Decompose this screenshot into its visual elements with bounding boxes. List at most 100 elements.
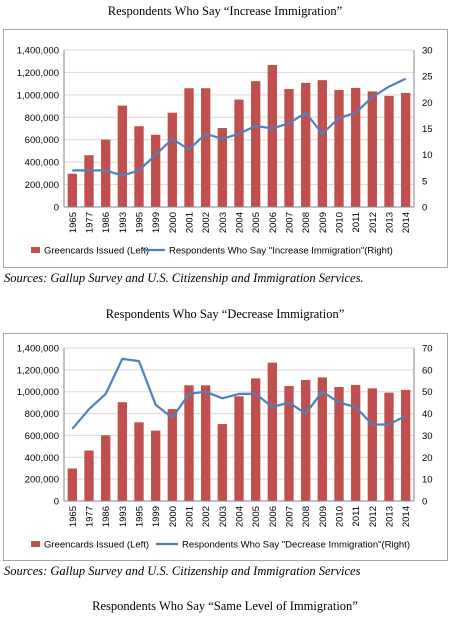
chart2-category-label: 2010 bbox=[335, 506, 346, 527]
chart1-left-tick-label: 0 bbox=[54, 203, 59, 214]
chart1-bar bbox=[351, 87, 361, 207]
chart1-right-tick-label: 25 bbox=[422, 72, 433, 83]
chart2-bar bbox=[84, 450, 94, 501]
chart1-bar bbox=[401, 92, 411, 207]
chart1-category-label: 1965 bbox=[68, 212, 79, 233]
chart1-bar bbox=[151, 134, 161, 207]
chart2-right-tick-label: 40 bbox=[422, 409, 433, 420]
chart2-bar bbox=[134, 422, 144, 501]
chart2-bar bbox=[201, 385, 211, 501]
chart1-title: Respondents Who Say “Increase Immigratio… bbox=[107, 4, 343, 18]
chart1-bar bbox=[84, 155, 94, 207]
chart2-legend-line-label: Respondents Who Say "Decrease Immigratio… bbox=[182, 540, 410, 551]
chart2-left-tick-label: 0 bbox=[54, 497, 59, 508]
chart1-right-tick-label: 0 bbox=[422, 203, 427, 214]
chart1-category-label: 2014 bbox=[401, 212, 412, 233]
chart2-category-label: 1965 bbox=[68, 506, 79, 527]
chart1-bar bbox=[134, 126, 144, 207]
chart1-panel: 0 200,000 400,000 600,000 800,000 1,000,000 1,… bbox=[3, 29, 448, 268]
chart1-bar bbox=[234, 99, 244, 207]
chart1-category-label: 2013 bbox=[385, 212, 396, 233]
chart3-title: Respondents Who Say “Same Level of Immig… bbox=[92, 599, 358, 613]
chart2-bar bbox=[367, 388, 377, 501]
chart2-category-label: 2006 bbox=[268, 506, 279, 527]
chart1-category-label: 1993 bbox=[118, 212, 129, 233]
chart1-right-tick-label: 15 bbox=[422, 124, 433, 135]
chart2-panel: 0 200,000 400,000 600,000 800,000 1,000,000 1,… bbox=[3, 333, 448, 561]
chart2-bar bbox=[167, 409, 177, 501]
chart1-bar bbox=[101, 139, 111, 207]
chart2-category-label: 2009 bbox=[318, 506, 329, 527]
chart2-category-label: 1986 bbox=[101, 506, 112, 527]
chart2-bar bbox=[234, 396, 244, 501]
chart2-bar bbox=[384, 392, 394, 501]
chart1-left-tick-label: 1,200,000 bbox=[17, 68, 59, 79]
chart2-left-tick-label: 1,400,000 bbox=[17, 344, 59, 355]
chart1-category-label: 2009 bbox=[318, 212, 329, 233]
chart1-category-label: 2006 bbox=[268, 212, 279, 233]
chart1-right-tick-label: 5 bbox=[422, 176, 427, 187]
chart1-category-label: 2007 bbox=[285, 212, 296, 233]
chart2-category-label: 2011 bbox=[351, 506, 362, 526]
chart2-category-label: 2007 bbox=[285, 506, 296, 527]
chart1-category-label: 2003 bbox=[218, 212, 229, 233]
chart2-bar bbox=[267, 362, 277, 501]
chart2-category-label: 1995 bbox=[135, 506, 146, 527]
chart1-category-label: 1999 bbox=[151, 212, 162, 233]
chart2-bar bbox=[401, 389, 411, 501]
chart1-source: Sources: Gallup Survey and U.S. Citizens… bbox=[4, 271, 364, 285]
chart1-right-tick-label: 10 bbox=[422, 150, 433, 161]
chart2-bar bbox=[151, 430, 161, 501]
chart1-right-tick-label: 30 bbox=[422, 46, 433, 57]
chart1-left-tick-label: 200,000 bbox=[25, 180, 59, 191]
chart1-category-label: 2000 bbox=[168, 212, 179, 233]
chart1-left-tick-label: 400,000 bbox=[25, 158, 59, 169]
chart1-bar bbox=[367, 91, 377, 207]
chart2-left-tick-label: 400,000 bbox=[25, 453, 59, 464]
chart1-legend-line-label: Respondents Who Say "Increase Immigratio… bbox=[169, 246, 393, 257]
chart2-category-label: 2001 bbox=[185, 506, 196, 527]
chart1-left-tick-label: 1,000,000 bbox=[17, 90, 59, 101]
chart2-left-tick-label: 800,000 bbox=[25, 409, 59, 420]
chart2-bar bbox=[67, 468, 77, 501]
chart2-legend-bar-label: Greencards Issued (Left) bbox=[44, 540, 149, 551]
chart1-category-label: 2011 bbox=[351, 212, 362, 232]
chart2-title: Respondents Who Say “Decrease Immigratio… bbox=[105, 307, 345, 321]
chart1-bar bbox=[67, 173, 77, 207]
chart2-right-tick-label: 20 bbox=[422, 453, 433, 464]
chart2-right-tick-label: 30 bbox=[422, 431, 433, 442]
chart1-svg: 0 200,000 400,000 600,000 800,000 1,000,000 1,… bbox=[17, 46, 433, 257]
chart1-category-label: 2010 bbox=[335, 212, 346, 233]
chart2-category-label: 2013 bbox=[385, 506, 396, 527]
chart2-category-label: 2004 bbox=[235, 506, 246, 527]
chart2-source: Sources: Gallup Survey and U.S. Citizens… bbox=[4, 564, 361, 578]
chart2-svg: 0 200,000 400,000 600,000 800,000 1,000,000 1,… bbox=[17, 344, 433, 551]
chart1-bar bbox=[167, 112, 177, 207]
chart2-category-label: 1999 bbox=[151, 506, 162, 527]
chart1-bar bbox=[184, 88, 194, 207]
chart1-bar bbox=[317, 80, 327, 207]
chart1-category-label: 2005 bbox=[251, 212, 262, 233]
chart2-category-label: 2003 bbox=[218, 506, 229, 527]
chart2-right-tick-label: 50 bbox=[422, 387, 433, 398]
chart2-category-label: 1977 bbox=[85, 506, 96, 527]
chart2-bar bbox=[317, 377, 327, 501]
chart2-category-label: 2008 bbox=[301, 506, 312, 527]
chart1-left-tick-label: 1,400,000 bbox=[17, 46, 59, 57]
chart2-category-label: 1993 bbox=[118, 506, 129, 527]
chart1-left-tick-label: 800,000 bbox=[25, 113, 59, 124]
chart2-bar bbox=[184, 385, 194, 501]
chart2-left-tick-label: 600,000 bbox=[25, 431, 59, 442]
chart1-category-label: 1977 bbox=[85, 212, 96, 233]
chart2-bar bbox=[217, 424, 227, 501]
chart1-legend-bar-swatch bbox=[31, 247, 40, 253]
chart1-category-label: 2008 bbox=[301, 212, 312, 233]
chart1-category-label: 2004 bbox=[235, 212, 246, 233]
chart2-legend-bar-swatch bbox=[31, 541, 40, 547]
chart1-series-line bbox=[72, 77, 407, 177]
chart2-category-label: 2005 bbox=[251, 506, 262, 527]
chart2-left-tick-label: 200,000 bbox=[25, 475, 59, 486]
chart1-bar bbox=[217, 128, 227, 207]
chart2-right-tick-label: 0 bbox=[422, 497, 427, 508]
chart2-bar bbox=[351, 384, 361, 501]
